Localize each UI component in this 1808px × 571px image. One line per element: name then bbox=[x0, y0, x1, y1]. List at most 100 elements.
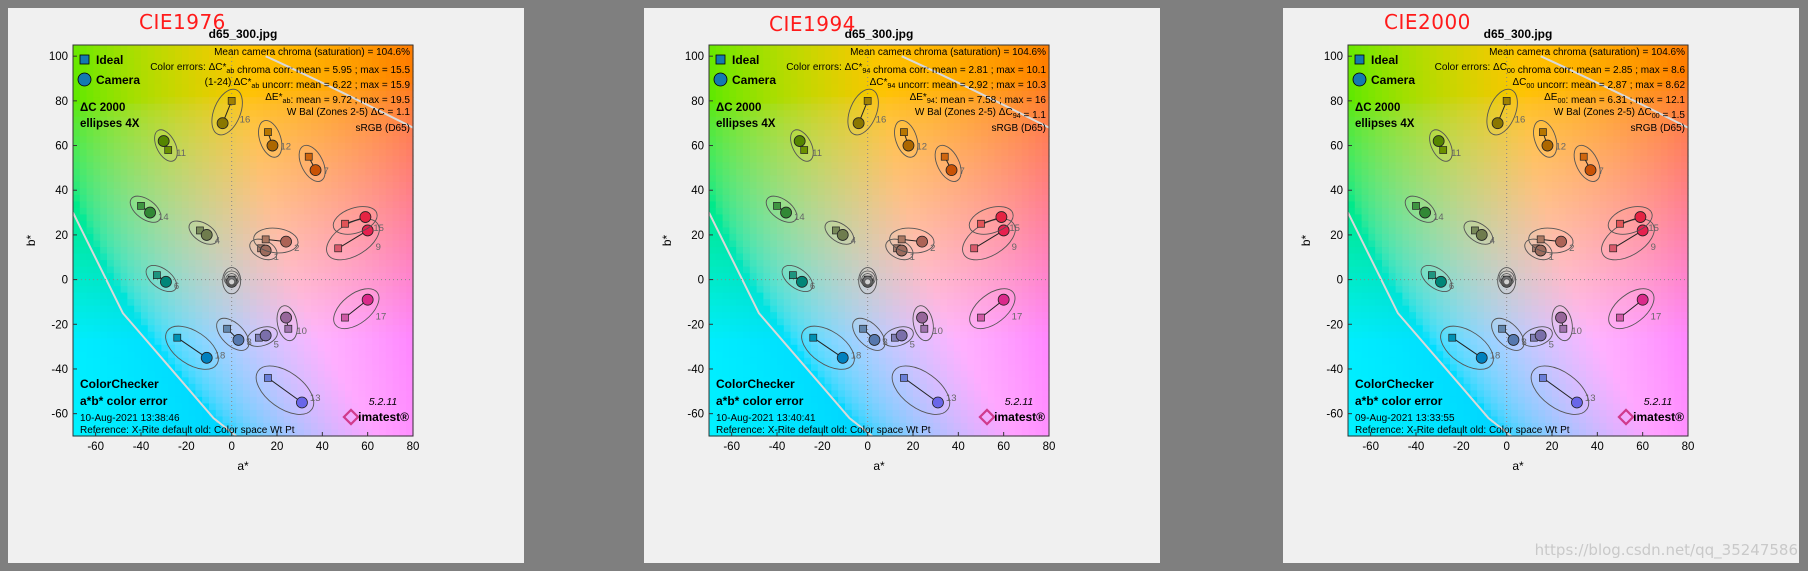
background-cell bbox=[304, 312, 312, 320]
background-cell bbox=[804, 292, 812, 300]
background-cell bbox=[86, 84, 94, 92]
background-cell bbox=[817, 58, 826, 66]
background-cell bbox=[181, 162, 190, 170]
background-cell bbox=[127, 292, 135, 300]
background-cell bbox=[154, 149, 162, 157]
background-cell bbox=[154, 331, 162, 339]
background-cell bbox=[817, 64, 826, 72]
background-cell bbox=[175, 155, 183, 163]
background-cell bbox=[270, 273, 278, 281]
background-cell bbox=[749, 318, 758, 326]
background-cell bbox=[709, 201, 717, 209]
background-cell bbox=[743, 58, 751, 66]
background-cell bbox=[906, 390, 914, 398]
background-cell bbox=[161, 318, 169, 326]
background-cell bbox=[209, 312, 217, 320]
background-cell bbox=[73, 338, 81, 346]
background-cell bbox=[715, 422, 724, 431]
background-cell bbox=[290, 422, 298, 431]
background-cell bbox=[134, 305, 142, 313]
background-cell bbox=[838, 273, 846, 281]
background-cell bbox=[317, 149, 326, 157]
background-cell bbox=[331, 305, 339, 313]
background-cell bbox=[209, 168, 217, 176]
background-cell bbox=[379, 331, 387, 339]
background-cell bbox=[372, 286, 380, 294]
background-cell bbox=[763, 266, 771, 274]
background-cell bbox=[385, 233, 394, 242]
background-cell bbox=[79, 403, 88, 411]
background-cell bbox=[107, 214, 115, 222]
background-cell bbox=[324, 292, 332, 300]
background-cell bbox=[120, 136, 128, 144]
background-cell bbox=[345, 188, 353, 196]
background-cell bbox=[783, 383, 792, 391]
background-cell bbox=[209, 207, 217, 216]
background-cell bbox=[722, 292, 730, 300]
background-cell bbox=[290, 357, 298, 365]
background-cell bbox=[831, 84, 839, 92]
background-cell bbox=[188, 253, 196, 261]
background-cell bbox=[811, 299, 819, 307]
background-cell bbox=[277, 325, 285, 333]
background-cell bbox=[365, 233, 373, 242]
background-cell bbox=[283, 77, 292, 85]
background-cell bbox=[872, 51, 880, 59]
background-cell bbox=[317, 325, 326, 333]
background-cell bbox=[120, 253, 128, 261]
background-cell bbox=[243, 103, 251, 111]
background-cell bbox=[406, 351, 414, 359]
background-cell bbox=[790, 390, 798, 398]
background-cell bbox=[324, 97, 332, 105]
background-cell bbox=[790, 116, 798, 124]
background-cell bbox=[906, 253, 914, 261]
background-cell bbox=[168, 84, 176, 92]
background-cell bbox=[709, 286, 717, 294]
background-cell bbox=[188, 149, 196, 157]
y-tick-label: -60 bbox=[51, 409, 68, 421]
background-cell bbox=[107, 292, 115, 300]
background-cell bbox=[147, 286, 156, 294]
background-cell bbox=[851, 260, 860, 268]
background-cell bbox=[872, 286, 880, 294]
background-cell bbox=[777, 396, 785, 405]
background-cell bbox=[113, 305, 122, 313]
background-cell bbox=[147, 247, 156, 255]
background-cell bbox=[79, 142, 88, 150]
background-cell bbox=[113, 129, 122, 137]
background-cell bbox=[277, 260, 285, 268]
background-cell bbox=[202, 84, 210, 92]
background-cell bbox=[406, 429, 414, 437]
background-cell bbox=[804, 175, 812, 183]
background-cell bbox=[345, 77, 353, 85]
background-cell bbox=[209, 390, 217, 398]
background-cell bbox=[215, 357, 224, 365]
background-cell bbox=[236, 155, 244, 163]
background-cell bbox=[709, 45, 717, 53]
background-cell bbox=[831, 403, 839, 411]
background-cell bbox=[838, 305, 846, 313]
background-cell bbox=[817, 97, 826, 105]
background-cell bbox=[175, 325, 183, 333]
background-cell bbox=[304, 338, 312, 346]
background-cell bbox=[406, 149, 414, 157]
background-cell bbox=[715, 383, 724, 391]
background-cell bbox=[797, 377, 805, 385]
background-cell bbox=[736, 116, 744, 124]
background-cell bbox=[358, 58, 366, 66]
background-cell bbox=[107, 318, 115, 326]
background-cell bbox=[845, 220, 853, 229]
background-cell bbox=[872, 97, 880, 105]
background-cell bbox=[86, 168, 94, 176]
background-cell bbox=[365, 318, 373, 326]
background-cell bbox=[270, 97, 278, 105]
background-cell bbox=[804, 312, 812, 320]
background-cell bbox=[270, 377, 278, 385]
tolerance-ellipse bbox=[276, 305, 298, 342]
background-cell bbox=[851, 90, 860, 98]
background-cell bbox=[851, 45, 860, 53]
background-cell bbox=[73, 149, 81, 157]
background-cell bbox=[831, 220, 839, 229]
background-cell bbox=[127, 233, 135, 242]
background-cell bbox=[399, 279, 407, 287]
